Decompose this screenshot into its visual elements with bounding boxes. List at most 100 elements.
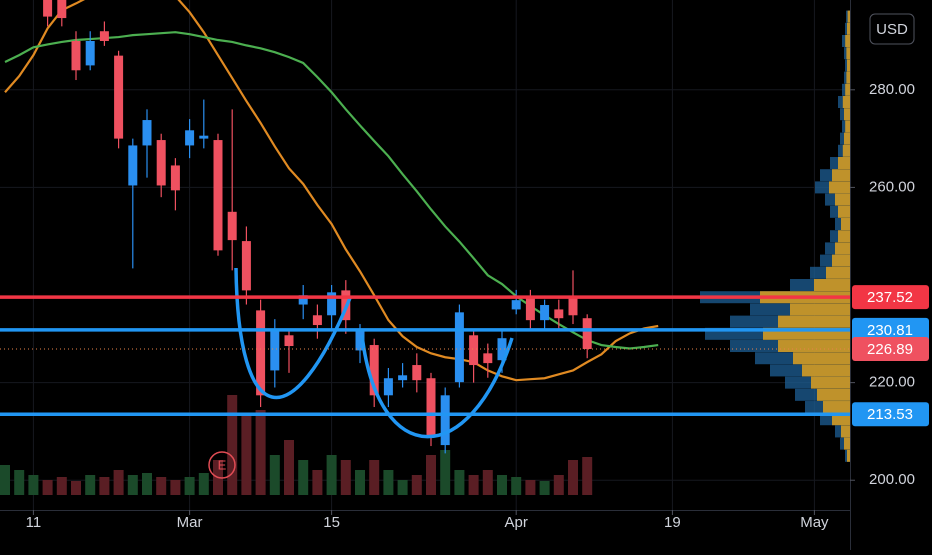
profile-bar-part xyxy=(832,254,850,267)
candle-body xyxy=(355,330,365,351)
cup-curve xyxy=(360,334,514,439)
volume-bar xyxy=(156,477,167,495)
candle-body xyxy=(156,140,166,186)
profile-bar-part xyxy=(832,169,850,182)
volume-bar xyxy=(269,455,280,495)
candle-body xyxy=(568,297,578,316)
moving-average xyxy=(4,31,659,350)
profile-bar-part xyxy=(842,96,850,108)
earnings-label: E xyxy=(218,457,227,472)
candle-body xyxy=(99,31,109,41)
candle-body xyxy=(540,305,550,321)
profile-bar-part xyxy=(802,364,850,377)
profile-bar-part xyxy=(778,315,850,328)
candle-body xyxy=(213,140,223,251)
profile-bar-part xyxy=(793,352,850,365)
profile-bar-part xyxy=(829,181,850,194)
volume-bar xyxy=(525,480,536,495)
candle-body xyxy=(298,295,308,305)
profile-bar-part xyxy=(845,120,850,133)
candle-body xyxy=(327,292,337,316)
candle-body xyxy=(497,338,507,361)
price-label: 230.81 xyxy=(867,322,913,339)
volume-bar xyxy=(227,395,238,495)
volume-bar xyxy=(99,477,110,495)
profile-bar-part xyxy=(847,10,850,23)
profile-bar-part xyxy=(844,437,850,450)
x-tick-label: May xyxy=(800,514,829,531)
profile-bar-part xyxy=(847,59,850,72)
x-tick-label: 15 xyxy=(323,514,340,531)
profile-bar-part xyxy=(832,413,850,426)
candle-body xyxy=(57,0,67,19)
volume-bar xyxy=(14,470,25,495)
price-label-box xyxy=(852,317,929,342)
price-label: 237.52 xyxy=(867,289,913,306)
moving-average xyxy=(4,0,659,382)
moving-averages xyxy=(4,0,659,382)
candle-body xyxy=(369,345,379,396)
profile-bar-part xyxy=(844,108,850,121)
profile-bar-part xyxy=(844,132,850,145)
profile-bar-part xyxy=(778,340,850,353)
axes: 200.00 220.00 260.00 280.00 11 Mar 15 Apr 19 May xyxy=(26,81,915,531)
candle-body xyxy=(227,211,237,241)
candle-body xyxy=(440,395,450,446)
candle-body xyxy=(128,145,138,186)
y-tick-label: 280.00 xyxy=(869,81,915,98)
candle-body xyxy=(511,300,521,310)
price-label-box xyxy=(852,402,929,427)
volume-bar xyxy=(42,480,53,495)
volume-bar xyxy=(127,475,138,495)
candle-body xyxy=(383,378,393,396)
candle-body xyxy=(398,375,408,381)
volume-bar xyxy=(340,460,351,495)
candle-body xyxy=(114,55,124,139)
volume-bar xyxy=(482,470,493,495)
volume-bar xyxy=(85,475,96,495)
grid xyxy=(0,0,850,510)
profile-bar-part xyxy=(835,193,850,206)
y-tick-label: 200.00 xyxy=(869,471,915,488)
volume-bar xyxy=(113,470,124,495)
volume-bar xyxy=(142,473,152,495)
candle-body xyxy=(170,165,180,191)
currency-label[interactable]: USD xyxy=(876,21,908,38)
profile-bar-part xyxy=(826,266,850,279)
volume-bar xyxy=(497,475,507,495)
candle-body xyxy=(582,318,592,349)
candle-body xyxy=(284,335,294,347)
volume-bar xyxy=(284,440,294,495)
profile-bar-part xyxy=(835,242,850,255)
volume-bar xyxy=(468,475,479,495)
volume-bar xyxy=(411,475,422,495)
profile-bar-part xyxy=(838,205,850,218)
volume-bar xyxy=(184,477,195,495)
volume-bar xyxy=(383,470,394,495)
profile-bar-part xyxy=(846,47,850,60)
volume-bar xyxy=(454,470,465,495)
candle-body xyxy=(483,353,493,364)
currency-button[interactable] xyxy=(869,13,915,45)
profile-bar-part xyxy=(842,144,850,157)
volume-bar xyxy=(582,457,593,495)
volume-bar xyxy=(312,470,323,495)
candle-body xyxy=(256,310,266,396)
candle-body xyxy=(185,130,195,146)
profile-bar-part xyxy=(811,376,850,389)
x-tick-label: Mar xyxy=(177,514,203,531)
cup-curve xyxy=(234,267,352,400)
price-label-box xyxy=(852,285,929,310)
volume-bar xyxy=(511,477,522,495)
volume-bar xyxy=(568,460,578,495)
volume-bar xyxy=(241,415,252,495)
candle-body xyxy=(43,0,53,17)
candle-body xyxy=(199,135,209,139)
y-tick-label: 220.00 xyxy=(869,374,915,391)
profile-bar-part xyxy=(845,83,850,96)
candle-body xyxy=(554,309,564,319)
profile-bar-part xyxy=(847,449,850,462)
profile-bar-part xyxy=(847,22,850,35)
y-tick-label: 260.00 xyxy=(869,178,915,195)
candle-body xyxy=(270,330,280,371)
